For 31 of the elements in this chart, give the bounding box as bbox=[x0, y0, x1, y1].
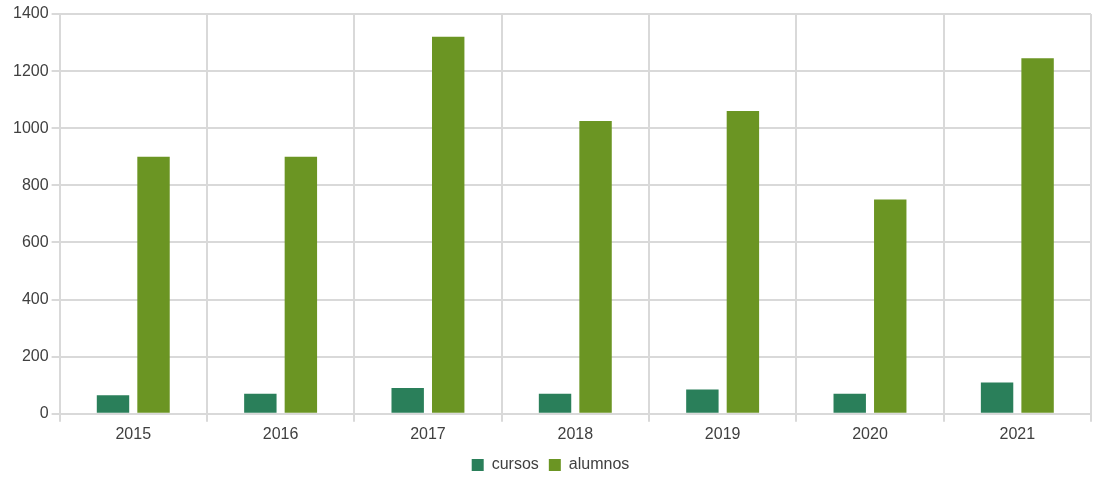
bar bbox=[980, 382, 1014, 413]
bar bbox=[1021, 58, 1054, 413]
x-tick-label: 2020 bbox=[852, 424, 888, 442]
y-tick-label: 400 bbox=[21, 289, 49, 307]
y-tick-label: 0 bbox=[39, 404, 49, 422]
y-tick-label: 1200 bbox=[13, 61, 49, 79]
x-tick-label: 2018 bbox=[557, 424, 594, 442]
y-tick-label: 200 bbox=[21, 347, 49, 365]
y-tick-label: 1400 bbox=[13, 4, 49, 22]
bar bbox=[244, 393, 277, 413]
bar bbox=[874, 199, 907, 413]
bar bbox=[391, 388, 424, 413]
x-tick-label: 2019 bbox=[704, 424, 741, 442]
bar bbox=[726, 111, 760, 413]
bar bbox=[432, 36, 465, 413]
bar bbox=[686, 389, 719, 413]
bar bbox=[96, 395, 130, 413]
x-tick-label: 2017 bbox=[410, 424, 446, 442]
bar bbox=[137, 156, 170, 413]
x-tick-label: 2016 bbox=[262, 424, 299, 442]
legend-label: alumnos bbox=[568, 455, 630, 473]
bar bbox=[284, 156, 318, 413]
bar bbox=[833, 393, 866, 413]
y-tick-label: 800 bbox=[21, 175, 49, 193]
y-tick-label: 1000 bbox=[13, 118, 49, 136]
bar bbox=[579, 121, 612, 413]
y-tick-label: 600 bbox=[21, 232, 49, 250]
x-tick-label: 2015 bbox=[115, 424, 152, 442]
x-tick-label: 2021 bbox=[999, 424, 1036, 442]
legend-label: cursos bbox=[491, 455, 539, 473]
bar bbox=[538, 393, 572, 413]
